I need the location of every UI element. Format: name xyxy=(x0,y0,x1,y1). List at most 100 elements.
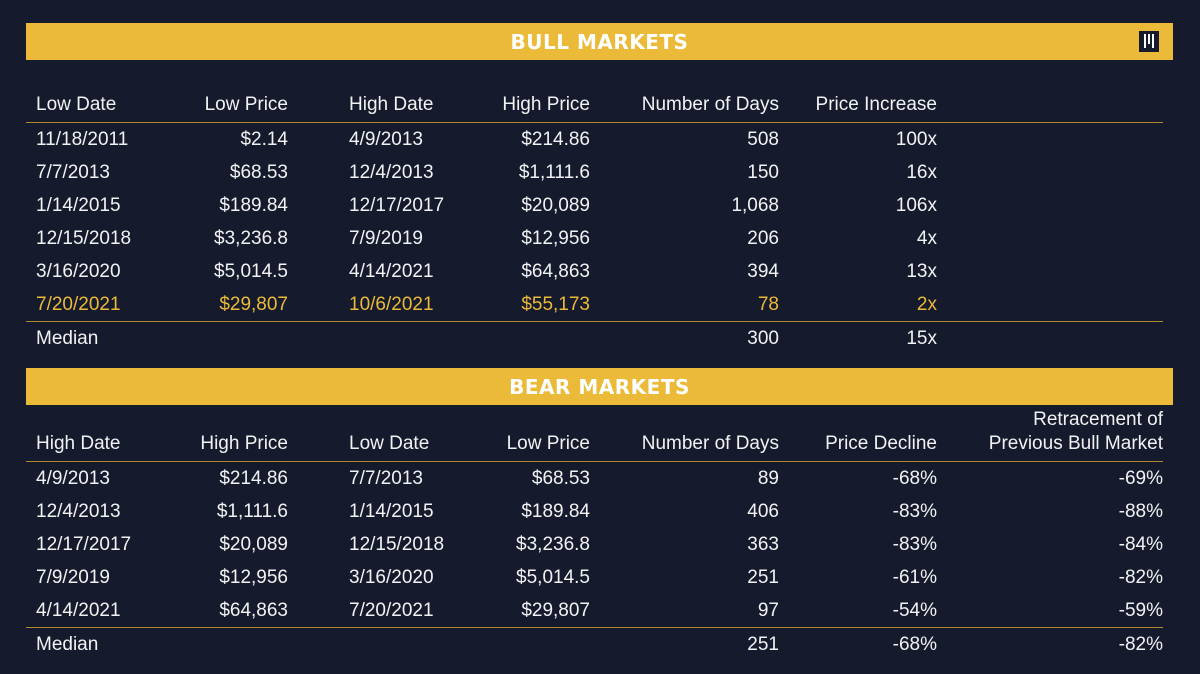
cell-high-date: 12/4/2013 xyxy=(36,500,121,522)
table-row: 11/18/2011 $2.14 4/9/2013 $214.86 508 100x xyxy=(26,123,1163,157)
cell-low-date: 7/7/2013 xyxy=(36,161,110,183)
cell-high-date: 12/17/2017 xyxy=(36,533,132,555)
median-label: Median xyxy=(26,627,176,661)
table-row: 7/20/2021 $29,807 10/6/2021 $55,173 78 2x xyxy=(26,288,1163,322)
retracement-header-line1: Retracement of xyxy=(1033,409,1163,430)
table-row: 3/16/2020 $5,014.5 4/14/2021 $64,863 394 13x xyxy=(26,255,1163,288)
cell-number-of-days: 206 xyxy=(747,227,779,249)
cell-low-price: $68.53 xyxy=(229,161,288,183)
cell-number-of-days: 394 xyxy=(747,260,779,282)
cell-price-increase: 100x xyxy=(895,128,937,150)
cell-high-price: $1,111.6 xyxy=(518,161,590,183)
bear-median-row: Median 251 -68% -82% xyxy=(26,627,1163,661)
cell-number-of-days: 89 xyxy=(757,467,779,489)
cell-price-decline: -54% xyxy=(892,599,937,621)
cell-number-of-days: 78 xyxy=(757,293,779,315)
cell-retracement: -69% xyxy=(1118,467,1163,489)
median-label: Median xyxy=(26,321,176,355)
table-row: 4/14/2021 $64,863 7/20/2021 $29,807 97 -54% -5… xyxy=(26,594,1163,628)
cell-high-price: $20,089 xyxy=(219,533,288,555)
cell-number-of-days: 508 xyxy=(747,128,779,150)
table-row: 7/9/2019 $12,956 3/16/2020 $5,014.5 251 -61% -… xyxy=(26,561,1163,594)
cell-high-date: 7/9/2019 xyxy=(349,227,423,249)
cell-low-date: 12/15/2018 xyxy=(349,533,445,555)
cell-high-price: $12,956 xyxy=(521,227,590,249)
cell-low-price: $189.84 xyxy=(521,500,590,522)
column-header-number-of-days: Number of Days xyxy=(590,408,779,462)
cell-high-date: 4/14/2021 xyxy=(349,260,434,282)
cell-low-price: $5,014.5 xyxy=(214,260,288,282)
cell-low-date: 7/20/2021 xyxy=(36,293,121,315)
cell-low-date: 7/7/2013 xyxy=(349,467,423,489)
cell-number-of-days: 363 xyxy=(747,533,779,555)
table-row: 12/4/2013 $1,111.6 1/14/2015 $189.84 406 -83%… xyxy=(26,495,1163,528)
column-header-high-date: High Date xyxy=(288,84,476,123)
cell-number-of-days: 1,068 xyxy=(731,194,779,216)
cell-price-decline: -61% xyxy=(892,566,937,588)
cell-retracement: -59% xyxy=(1118,599,1163,621)
cell-high-price: $20,089 xyxy=(521,194,590,216)
cell-number-of-days: 97 xyxy=(757,599,779,621)
cell-high-price: $214.86 xyxy=(521,128,590,150)
column-header-low-date: Low Date xyxy=(288,408,476,462)
cell-low-price: $29,807 xyxy=(521,599,590,621)
bear-header-row: High Date High Price Low Date Low Price … xyxy=(26,408,1163,462)
cell-price-increase: 2x xyxy=(916,293,937,315)
cell-number-of-days: 251 xyxy=(747,566,779,588)
cell-retracement: -82% xyxy=(1118,566,1163,588)
cell-low-price: $3,236.8 xyxy=(214,227,288,249)
column-header-retracement: Retracement of Previous Bull Market xyxy=(937,408,1163,462)
median-retracement: -82% xyxy=(937,627,1163,661)
cell-low-date: 3/16/2020 xyxy=(349,566,434,588)
table-row: 1/14/2015 $189.84 12/17/2017 $20,089 1,068 10… xyxy=(26,189,1163,222)
table-row: 12/15/2018 $3,236.8 7/9/2019 $12,956 206 4x xyxy=(26,222,1163,255)
column-header-price-increase: Price Increase xyxy=(779,84,937,123)
column-header-price-decline: Price Decline xyxy=(779,408,937,462)
cell-number-of-days: 406 xyxy=(747,500,779,522)
column-header-high-date: High Date xyxy=(26,408,176,462)
median-price-increase: 15x xyxy=(779,321,937,355)
cell-price-decline: -83% xyxy=(892,500,937,522)
cell-low-date: 11/18/2011 xyxy=(36,128,129,150)
table-row: 12/17/2017 $20,089 12/15/2018 $3,236.8 363 -8… xyxy=(26,528,1163,561)
column-header-low-price: Low Price xyxy=(176,84,288,123)
median-number-of-days: 300 xyxy=(590,321,779,355)
bull-markets-title: BULL MARKETS xyxy=(510,29,689,54)
cell-price-increase: 4x xyxy=(916,227,937,249)
column-header-high-price: High Price xyxy=(476,84,590,123)
cell-high-date: 7/9/2019 xyxy=(36,566,110,588)
cell-high-date: 4/9/2013 xyxy=(36,467,110,489)
bear-markets-header: BEAR MARKETS xyxy=(26,368,1173,405)
pantera-logo-icon xyxy=(1139,31,1159,52)
bull-markets-table: Low Date Low Price High Date High Price … xyxy=(26,84,1163,355)
cell-high-date: 4/9/2013 xyxy=(349,128,423,150)
cell-high-price: $55,173 xyxy=(521,293,590,315)
cell-price-increase: 13x xyxy=(906,260,937,282)
cell-price-decline: -68% xyxy=(892,467,937,489)
median-number-of-days: 251 xyxy=(590,627,779,661)
cell-high-date: 12/17/2017 xyxy=(349,194,445,216)
cell-high-price: $64,863 xyxy=(219,599,288,621)
cell-low-price: $3,236.8 xyxy=(516,533,590,555)
column-header-high-price: High Price xyxy=(176,408,288,462)
cell-retracement: -88% xyxy=(1118,500,1163,522)
bull-header-row: Low Date Low Price High Date High Price … xyxy=(26,84,1163,123)
cell-high-price: $214.86 xyxy=(219,467,288,489)
cell-low-date: 1/14/2015 xyxy=(36,194,121,216)
median-price-decline: -68% xyxy=(779,627,937,661)
cell-low-date: 3/16/2020 xyxy=(36,260,121,282)
cell-low-price: $29,807 xyxy=(219,293,288,315)
bear-markets-title: BEAR MARKETS xyxy=(509,374,690,399)
cell-low-price: $2.14 xyxy=(240,128,288,150)
bull-median-row: Median 300 15x xyxy=(26,321,1163,355)
cell-low-price: $5,014.5 xyxy=(516,566,590,588)
cell-price-increase: 16x xyxy=(906,161,937,183)
cell-low-price: $68.53 xyxy=(531,467,590,489)
table-row: 4/9/2013 $214.86 7/7/2013 $68.53 89 -68% -69% xyxy=(26,462,1163,496)
bear-markets-table: High Date High Price Low Date Low Price … xyxy=(26,408,1163,661)
table-row: 7/7/2013 $68.53 12/4/2013 $1,111.6 150 16x xyxy=(26,156,1163,189)
column-header-low-price: Low Price xyxy=(476,408,590,462)
cell-high-price: $12,956 xyxy=(219,566,288,588)
cell-number-of-days: 150 xyxy=(747,161,779,183)
cell-retracement: -84% xyxy=(1118,533,1163,555)
